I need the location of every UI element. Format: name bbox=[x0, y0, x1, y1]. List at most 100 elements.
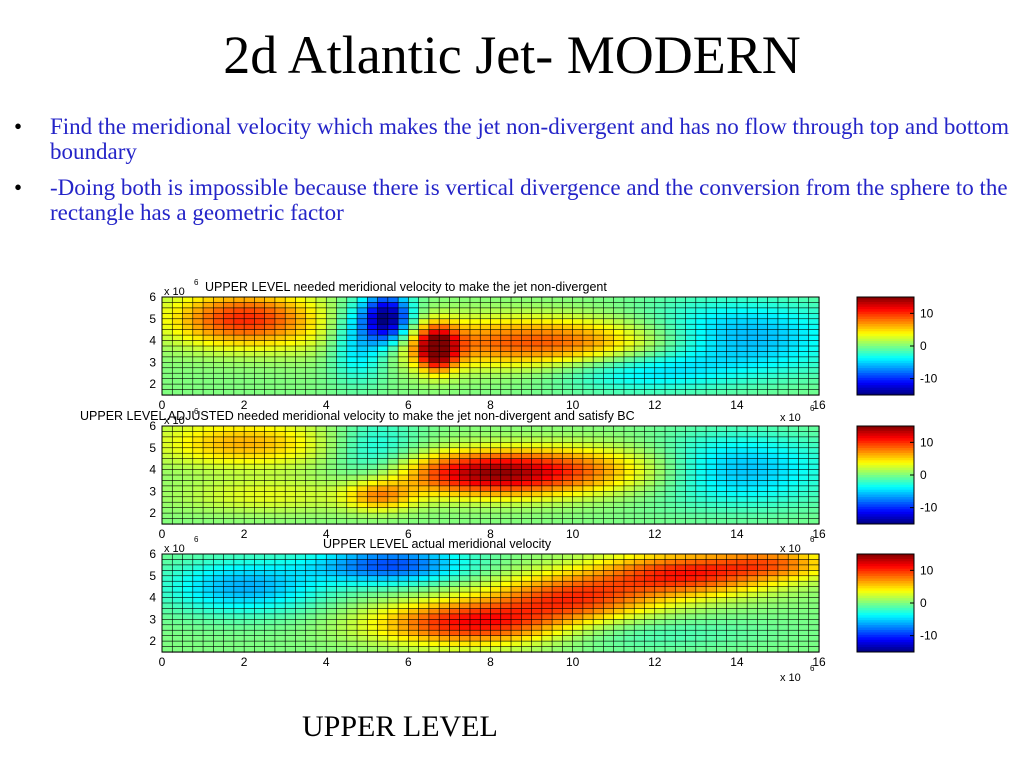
heatmap-cell bbox=[808, 518, 820, 525]
heatmap-cell bbox=[469, 452, 481, 460]
heatmap-cell bbox=[387, 591, 399, 599]
heatmap-cell bbox=[408, 334, 420, 342]
heatmap-cell bbox=[716, 586, 728, 593]
heatmap-cell bbox=[367, 480, 379, 487]
heatmap-cell bbox=[582, 580, 594, 588]
heatmap-cell bbox=[325, 613, 338, 620]
heatmap-cell bbox=[346, 559, 358, 566]
heatmap-cell bbox=[449, 559, 461, 566]
heatmap-cell bbox=[356, 356, 368, 363]
heatmap-cell bbox=[603, 372, 615, 380]
colorbar-tick-label: 10 bbox=[920, 563, 934, 577]
heatmap-cell bbox=[449, 442, 461, 449]
heatmap-cell bbox=[418, 313, 430, 320]
heatmap-cell bbox=[664, 613, 676, 620]
heatmap-cell bbox=[767, 629, 779, 637]
heatmap-cell bbox=[213, 318, 225, 325]
heatmap-cell bbox=[705, 619, 717, 626]
heatmap-cell bbox=[438, 501, 451, 509]
heatmap-cell bbox=[695, 389, 707, 396]
heatmap-cell bbox=[746, 469, 759, 476]
heatmap-cell bbox=[572, 570, 584, 577]
heatmap-cell bbox=[469, 431, 481, 438]
heatmap-cell bbox=[274, 447, 286, 454]
heatmap-cell bbox=[161, 463, 173, 471]
heatmap-cell bbox=[541, 378, 553, 385]
heatmap-cell bbox=[264, 431, 276, 438]
heatmap-cell bbox=[520, 553, 533, 561]
heatmap-cell bbox=[510, 512, 522, 520]
heatmap-cell bbox=[295, 469, 307, 476]
heatmap-cell bbox=[654, 624, 666, 631]
heatmap-cell bbox=[777, 340, 789, 347]
heatmap-cell bbox=[387, 597, 399, 604]
heatmap-cell bbox=[336, 323, 348, 331]
heatmap-cell bbox=[397, 507, 409, 514]
heatmap-cell bbox=[736, 383, 748, 391]
heatmap-cell bbox=[367, 646, 379, 653]
heatmap-cell bbox=[716, 619, 728, 626]
heatmap-cell bbox=[603, 334, 615, 342]
heatmap-cell bbox=[192, 586, 204, 593]
heatmap-cell bbox=[531, 507, 543, 514]
heatmap-cell bbox=[295, 367, 307, 374]
heatmap-cell bbox=[613, 613, 625, 620]
heatmap-cell bbox=[777, 351, 789, 358]
colorbar-band bbox=[857, 348, 914, 352]
heatmap-cell bbox=[479, 570, 492, 577]
heatmap-cell bbox=[171, 501, 184, 509]
heatmap-cell bbox=[346, 340, 358, 347]
heatmap-cell bbox=[695, 597, 707, 604]
heatmap-cell bbox=[490, 302, 502, 309]
heatmap-cell bbox=[325, 442, 338, 449]
colorbar-band bbox=[857, 326, 914, 330]
colorbar: 100-10 bbox=[856, 296, 938, 396]
heatmap-cell bbox=[562, 345, 574, 353]
heatmap-cell bbox=[274, 345, 286, 353]
heatmap-cell bbox=[777, 447, 789, 454]
heatmap-cell bbox=[254, 518, 266, 525]
heatmap-cell bbox=[305, 559, 317, 566]
heatmap-cell bbox=[213, 635, 225, 642]
heatmap-cell bbox=[757, 442, 769, 449]
heatmap-cell bbox=[500, 296, 512, 304]
heatmap-cell bbox=[479, 436, 492, 443]
heatmap-cell bbox=[490, 491, 502, 498]
heatmap-cell bbox=[685, 302, 697, 309]
heatmap-cell bbox=[787, 351, 800, 358]
heatmap-cell bbox=[500, 356, 512, 363]
heatmap-cell bbox=[305, 431, 317, 438]
heatmap-cell bbox=[233, 458, 245, 465]
heatmap-cell bbox=[254, 629, 266, 637]
heatmap-cell bbox=[767, 635, 779, 642]
heatmap-cell bbox=[377, 469, 389, 476]
heatmap-cell bbox=[202, 372, 214, 380]
heatmap-cell bbox=[438, 613, 451, 620]
heatmap-cell bbox=[202, 512, 214, 520]
heatmap-cell bbox=[674, 646, 687, 653]
heatmap-cell bbox=[767, 323, 779, 331]
heatmap-cell bbox=[592, 580, 605, 588]
heatmap-cell bbox=[387, 378, 399, 385]
heatmap-cell bbox=[562, 351, 574, 358]
heatmap-cell bbox=[428, 442, 440, 449]
heatmap-cell bbox=[367, 329, 379, 336]
heatmap-cell bbox=[284, 458, 297, 465]
heatmap-cell bbox=[161, 340, 173, 347]
heatmap-cell bbox=[798, 323, 810, 331]
heatmap-cell bbox=[562, 491, 574, 498]
heatmap-cell bbox=[490, 296, 502, 304]
heatmap-cell bbox=[531, 296, 543, 304]
heatmap-cell bbox=[243, 575, 256, 582]
heatmap-cell bbox=[346, 474, 358, 482]
heatmap-cell bbox=[305, 619, 317, 626]
heatmap-cell bbox=[787, 313, 800, 320]
heatmap-cell bbox=[490, 452, 502, 460]
heatmap-cell bbox=[428, 512, 440, 520]
heatmap-cell bbox=[808, 329, 820, 336]
heatmap-cell bbox=[705, 334, 717, 342]
heatmap-cell bbox=[171, 334, 184, 342]
heatmap-cell bbox=[541, 313, 553, 320]
heatmap-cell bbox=[572, 491, 584, 498]
heatmap-cell bbox=[582, 597, 594, 604]
